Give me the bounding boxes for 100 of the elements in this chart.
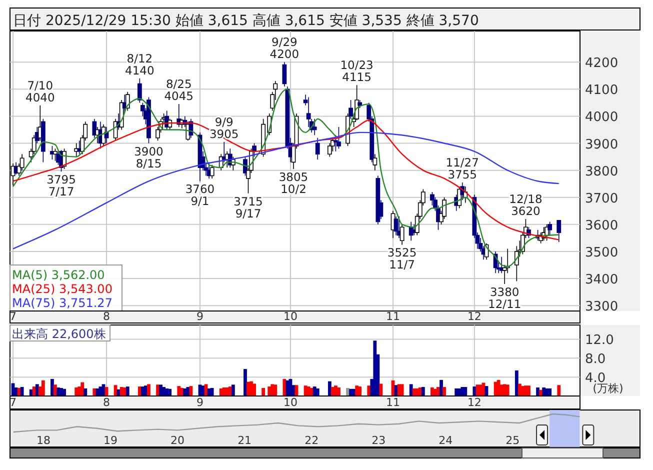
bar bbox=[114, 385, 118, 396]
bar bbox=[168, 388, 172, 396]
bar bbox=[472, 386, 476, 396]
x-tick-label: 25 bbox=[506, 434, 520, 447]
annotation: 3380 12/11 bbox=[488, 284, 522, 311]
annotation: 11/27 3755 bbox=[446, 156, 479, 182]
y-tick-label: 12.0 bbox=[585, 333, 614, 348]
text: MA(75) 3,751.27 bbox=[12, 296, 112, 310]
bar bbox=[50, 378, 54, 396]
candlestick bbox=[312, 118, 317, 136]
y-tick-label: 3300 bbox=[585, 300, 618, 315]
bar bbox=[409, 384, 413, 396]
bar bbox=[41, 380, 45, 396]
x-tick-label: 18 bbox=[36, 434, 51, 447]
x-tick-label: 8 bbox=[103, 396, 110, 409]
candlestick bbox=[92, 118, 97, 138]
candlestick bbox=[77, 140, 82, 154]
candlestick bbox=[336, 126, 341, 150]
annotation: 3760 9/1 bbox=[185, 182, 215, 208]
bar bbox=[514, 370, 518, 396]
bar bbox=[231, 384, 235, 396]
y-tick-label: 3600 bbox=[585, 218, 618, 234]
candlestick bbox=[358, 100, 362, 108]
candlestick bbox=[556, 220, 562, 242]
chart-title: 日付 2025/12/29 15:30 始値 3,615 高値 3,615 安値 3,535 終値 3,570 bbox=[13, 13, 479, 29]
bar bbox=[186, 387, 190, 396]
bar bbox=[84, 388, 88, 396]
bar bbox=[282, 378, 286, 396]
bar bbox=[506, 384, 510, 396]
x-tick-label: 10 bbox=[283, 310, 298, 323]
bar bbox=[147, 384, 150, 396]
candlestick bbox=[396, 216, 402, 238]
y-tick-label: 3400 bbox=[585, 272, 618, 288]
candlestick bbox=[376, 175, 380, 225]
candlestick bbox=[348, 100, 353, 120]
bar bbox=[328, 381, 332, 396]
annotation: 12/18 3620 bbox=[509, 192, 542, 218]
x-tick-label: 20 bbox=[170, 434, 185, 447]
bar bbox=[20, 387, 24, 396]
line-series bbox=[12, 120, 560, 240]
candlestick bbox=[394, 216, 398, 236]
bar bbox=[252, 384, 256, 396]
candlestick bbox=[137, 78, 142, 104]
bar bbox=[337, 387, 340, 396]
annotation: 3715 9/17 bbox=[234, 194, 263, 220]
bar bbox=[548, 388, 552, 396]
x-tick-label: 9 bbox=[196, 396, 204, 409]
x-tick-label: 11 bbox=[386, 396, 400, 409]
bar bbox=[210, 388, 214, 396]
x-tick-label: 21 bbox=[238, 434, 252, 447]
chart-title: 出来高 22,600株 bbox=[12, 327, 106, 341]
bar bbox=[316, 388, 320, 396]
bar bbox=[54, 384, 57, 396]
candlestick bbox=[104, 126, 109, 144]
bar bbox=[421, 387, 425, 396]
x-tick-label: 24 bbox=[438, 434, 453, 447]
bar bbox=[262, 388, 266, 396]
annotation: 3525 11/7 bbox=[387, 246, 417, 272]
annotation: 8/25 4045 bbox=[164, 77, 194, 104]
bar bbox=[440, 380, 443, 396]
bar bbox=[527, 386, 530, 396]
candlestick bbox=[210, 164, 214, 179]
annotation: 10/23 4115 bbox=[340, 58, 374, 84]
x-tick-label: 10 bbox=[283, 396, 298, 409]
annotation: 3795 7/17 bbox=[46, 172, 76, 199]
text: MA(25) 3,543.00 bbox=[12, 282, 112, 296]
y-tick-label: 8.0 bbox=[585, 352, 606, 368]
x-tick-label: 22 bbox=[304, 434, 319, 447]
candlestick bbox=[499, 256, 504, 274]
candlestick bbox=[327, 142, 332, 158]
candlestick bbox=[315, 137, 320, 160]
x-tick-label: 12 bbox=[467, 396, 482, 409]
x-tick-label: 8 bbox=[103, 310, 110, 323]
bar bbox=[62, 388, 66, 396]
bar bbox=[244, 369, 247, 396]
candlestick bbox=[372, 154, 378, 171]
bar bbox=[358, 386, 362, 396]
x-tick-label: 11 bbox=[386, 310, 400, 323]
y-tick-label: 4000 bbox=[585, 110, 618, 126]
candlestick bbox=[282, 62, 287, 87]
annotation: 8/12 4140 bbox=[125, 51, 154, 78]
y-tick-label: 3500 bbox=[585, 245, 618, 260]
x-tick-label: 9 bbox=[196, 310, 204, 323]
y-tick-label: 3800 bbox=[585, 164, 618, 180]
y-tick-label: 3900 bbox=[585, 137, 618, 152]
bar bbox=[80, 382, 84, 396]
x-tick-label: 19 bbox=[104, 434, 118, 447]
line-series bbox=[12, 132, 560, 250]
y-tick-label: 3700 bbox=[585, 191, 618, 206]
x-tick-label: 12 bbox=[467, 310, 482, 323]
candlestick bbox=[222, 142, 226, 163]
bar bbox=[373, 340, 377, 396]
annotation: 7/10 4040 bbox=[26, 78, 55, 104]
y-tick-label: 4200 bbox=[585, 56, 618, 72]
x-tick-label: 23 bbox=[372, 434, 386, 447]
annotation: 3805 10/2 bbox=[278, 170, 308, 196]
bar bbox=[92, 388, 96, 396]
bar bbox=[274, 384, 278, 396]
candlestick bbox=[53, 148, 58, 162]
annotation: 9/29 4200 bbox=[270, 35, 300, 62]
